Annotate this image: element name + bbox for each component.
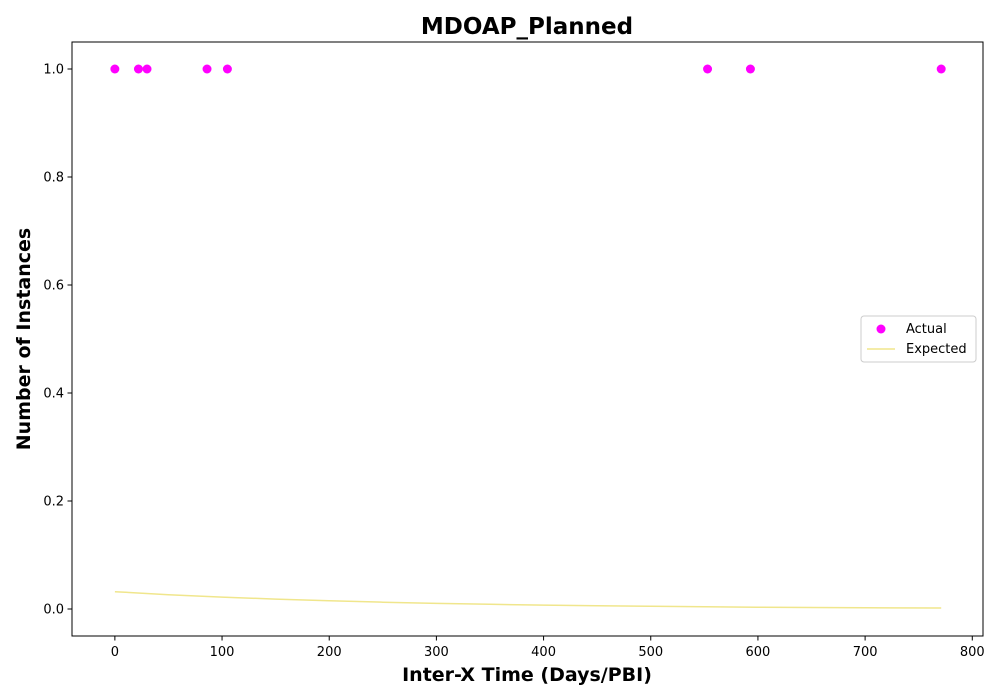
x-axis: 0 100 200 300 400 500 600 700 800 [111,636,985,660]
x-axis-label: Inter-X Time (Days/PBI) [402,664,652,686]
actual-point [222,64,232,74]
actual-point [936,64,946,74]
x-tick-label: 400 [531,645,556,660]
x-tick-label: 100 [210,645,235,660]
x-tick-label: 800 [960,645,985,660]
x-tick-label: 600 [746,645,771,660]
y-tick-label: 0.4 [43,387,64,402]
y-tick-label: 0.8 [43,171,64,186]
x-tick-label: 300 [424,645,449,660]
y-tick-label: 0.0 [43,603,64,618]
actual-point [142,64,152,74]
y-tick-label: 0.2 [43,495,64,510]
x-tick-label: 500 [638,645,663,660]
plot-area [110,64,946,609]
x-tick-label: 700 [853,645,878,660]
legend-box [860,315,977,363]
x-tick-label: 0 [111,645,119,660]
legend: Actual Expected [860,315,977,363]
chart-title: MDOAP_Planned [421,14,633,40]
actual-point [110,64,120,74]
actual-point [202,64,212,74]
legend-expected-label: Expected [906,342,967,357]
expected-line [114,590,942,609]
actual-point [133,64,143,74]
plot-frame [71,41,984,637]
actual-point [703,64,713,74]
actual-point [745,64,755,74]
x-tick-label: 200 [317,645,342,660]
y-axis-label: Number of Instances [13,228,35,450]
y-tick-label: 0.6 [43,279,64,294]
y-tick-label: 1.0 [43,63,64,78]
legend-actual-label: Actual [906,322,947,337]
y-axis: 0.0 0.2 0.4 0.6 0.8 1.0 [43,63,72,618]
legend-actual-marker [876,324,886,334]
